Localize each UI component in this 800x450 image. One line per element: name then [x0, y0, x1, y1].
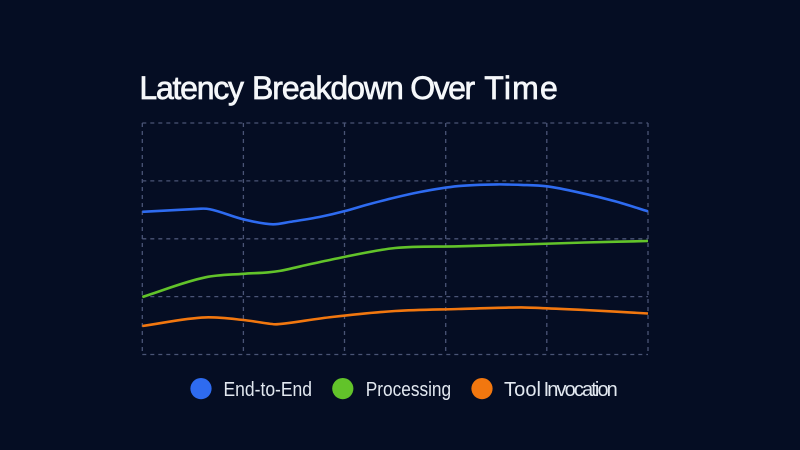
svg-text:Processing: Processing [366, 379, 451, 401]
svg-text:End-to-End: End-to-End [224, 379, 313, 401]
